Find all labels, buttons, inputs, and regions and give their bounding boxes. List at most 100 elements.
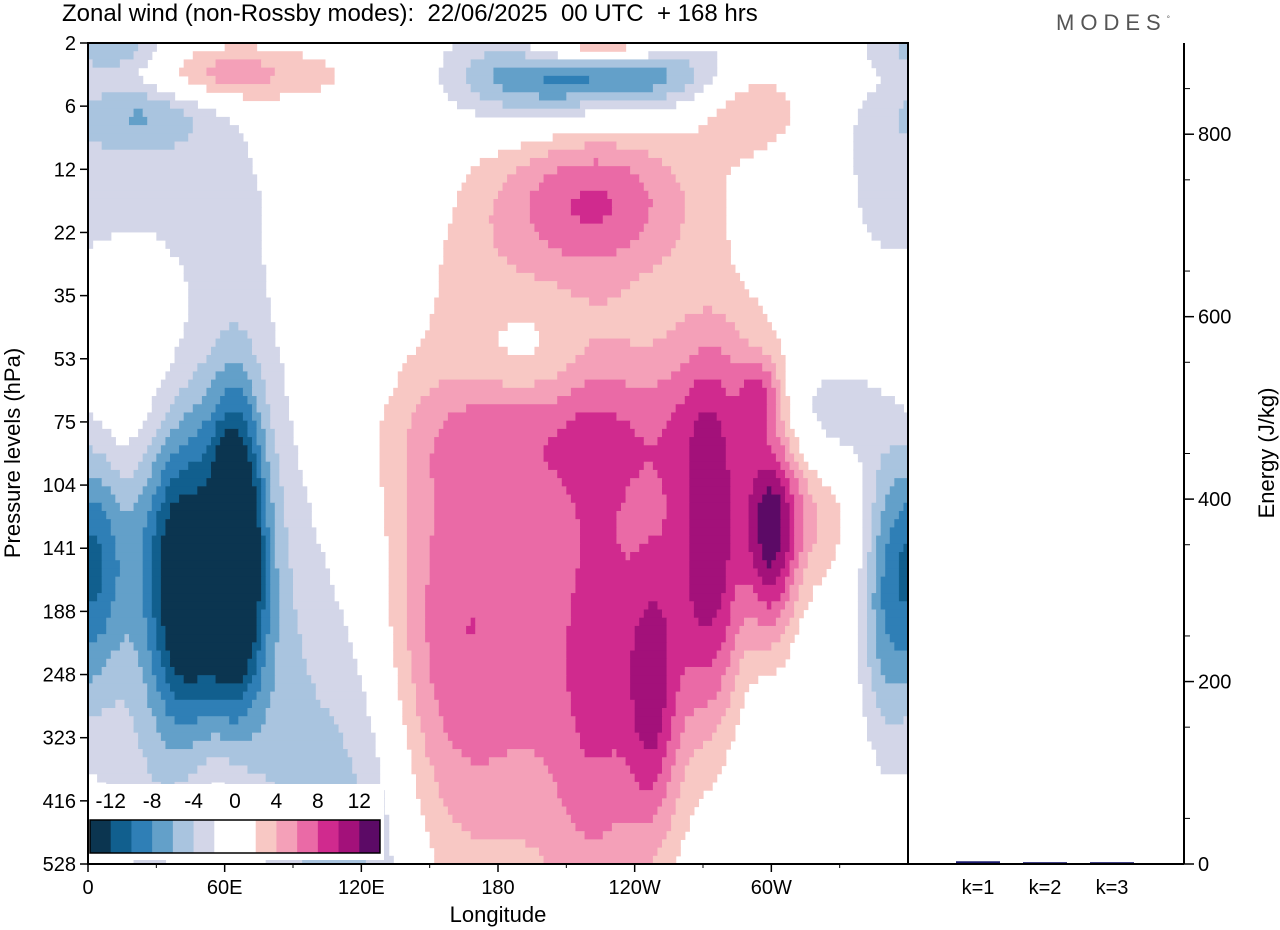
modes-logo-text: MODES bbox=[1056, 10, 1167, 35]
wind-cell bbox=[183, 675, 198, 684]
wind-cell bbox=[270, 617, 280, 627]
wind-cell bbox=[270, 469, 280, 479]
wind-cell bbox=[684, 396, 768, 405]
wind-cell bbox=[443, 51, 485, 61]
wind-cell bbox=[630, 240, 677, 249]
wind-cell bbox=[247, 708, 267, 717]
wind-cell bbox=[274, 535, 290, 545]
wind-cell bbox=[748, 543, 763, 553]
wind-cell bbox=[261, 552, 267, 561]
wind-cell bbox=[721, 428, 768, 438]
wind-cell bbox=[119, 502, 135, 512]
wind-cell bbox=[256, 510, 262, 520]
wind-cell bbox=[92, 675, 144, 684]
wind-cell bbox=[106, 617, 148, 627]
wind-cell bbox=[151, 576, 162, 586]
wind-cell bbox=[447, 92, 481, 102]
wind-cell bbox=[648, 601, 659, 611]
wind-cell bbox=[516, 166, 558, 175]
wind-cell bbox=[265, 658, 276, 668]
wind-cell bbox=[147, 116, 194, 126]
wind-cell bbox=[630, 765, 663, 775]
wind-cell bbox=[680, 363, 763, 372]
wind-cell bbox=[807, 486, 832, 496]
wind-cell bbox=[775, 453, 786, 463]
wind-cell bbox=[429, 576, 577, 586]
wind-cell bbox=[643, 461, 654, 471]
wind-cell bbox=[634, 625, 668, 635]
wind-cell bbox=[88, 461, 112, 471]
wind-cell bbox=[242, 92, 280, 102]
wind-cell bbox=[279, 617, 299, 627]
wind-cell bbox=[165, 675, 185, 684]
wind-cell bbox=[174, 346, 212, 356]
wind-cell bbox=[780, 535, 791, 545]
wind-cell bbox=[880, 666, 909, 676]
wind-cell bbox=[406, 461, 431, 471]
wind-cell bbox=[857, 617, 868, 627]
wind-cell bbox=[575, 584, 690, 594]
wind-cell bbox=[734, 634, 782, 643]
wind-cell bbox=[853, 149, 909, 159]
wind-cell bbox=[188, 305, 271, 315]
wind-cell bbox=[684, 716, 722, 726]
wind-cell bbox=[156, 675, 167, 684]
wind-cell bbox=[256, 609, 262, 619]
wind-cell bbox=[666, 658, 713, 668]
wind-cell bbox=[730, 478, 754, 487]
wind-cell bbox=[493, 231, 540, 241]
wind-cell bbox=[611, 749, 618, 758]
wind-cell bbox=[580, 519, 618, 528]
wind-cell bbox=[406, 609, 426, 619]
wind-cell bbox=[343, 740, 376, 750]
wind-cell bbox=[689, 461, 727, 471]
wind-cell bbox=[129, 437, 153, 446]
wind-cell bbox=[256, 691, 271, 701]
wind-cell bbox=[265, 502, 276, 512]
wind-cell bbox=[406, 625, 426, 635]
wind-cell bbox=[256, 461, 262, 471]
wind-cell bbox=[256, 634, 262, 643]
wind-cell bbox=[876, 535, 891, 545]
wind-cell bbox=[871, 535, 877, 545]
wind-cell bbox=[110, 527, 144, 537]
wind-cell bbox=[416, 404, 467, 414]
wind-cell bbox=[466, 625, 476, 635]
wind-cell bbox=[693, 420, 722, 430]
wind-cell bbox=[438, 281, 558, 290]
wind-cell bbox=[876, 584, 882, 594]
y-tick-label: 188 bbox=[43, 601, 76, 623]
wind-cell bbox=[411, 658, 431, 668]
wind-cell bbox=[867, 560, 877, 570]
wind-cell bbox=[775, 396, 782, 405]
wind-cell bbox=[580, 535, 618, 545]
wind-cell bbox=[88, 601, 112, 611]
wind-cell bbox=[142, 453, 157, 463]
wind-cell bbox=[283, 502, 312, 512]
wind-cell bbox=[434, 478, 563, 487]
wind-cell bbox=[539, 231, 640, 241]
wind-cell bbox=[867, 43, 900, 52]
wind-cell bbox=[748, 502, 759, 512]
wind-cell bbox=[242, 675, 253, 684]
wind-cell bbox=[575, 724, 636, 734]
wind-cell bbox=[283, 486, 308, 496]
colorbar-frame bbox=[89, 819, 381, 854]
wind-cell bbox=[188, 313, 271, 323]
wind-cell bbox=[265, 379, 285, 389]
wind-cell bbox=[279, 601, 294, 611]
wind-cell bbox=[543, 855, 654, 865]
wind-cell bbox=[671, 773, 686, 783]
wind-cell bbox=[466, 75, 495, 85]
wind-cell bbox=[780, 494, 786, 504]
wind-cell bbox=[97, 773, 153, 783]
wind-cell bbox=[211, 437, 221, 446]
wind-cell bbox=[156, 617, 162, 627]
wind-cell bbox=[329, 708, 367, 717]
wind-cell bbox=[88, 445, 94, 455]
wind-cell bbox=[716, 609, 731, 619]
wind-cell bbox=[657, 732, 672, 742]
wind-cell bbox=[725, 100, 791, 110]
wind-cell bbox=[315, 691, 367, 701]
wind-cell bbox=[725, 625, 741, 635]
